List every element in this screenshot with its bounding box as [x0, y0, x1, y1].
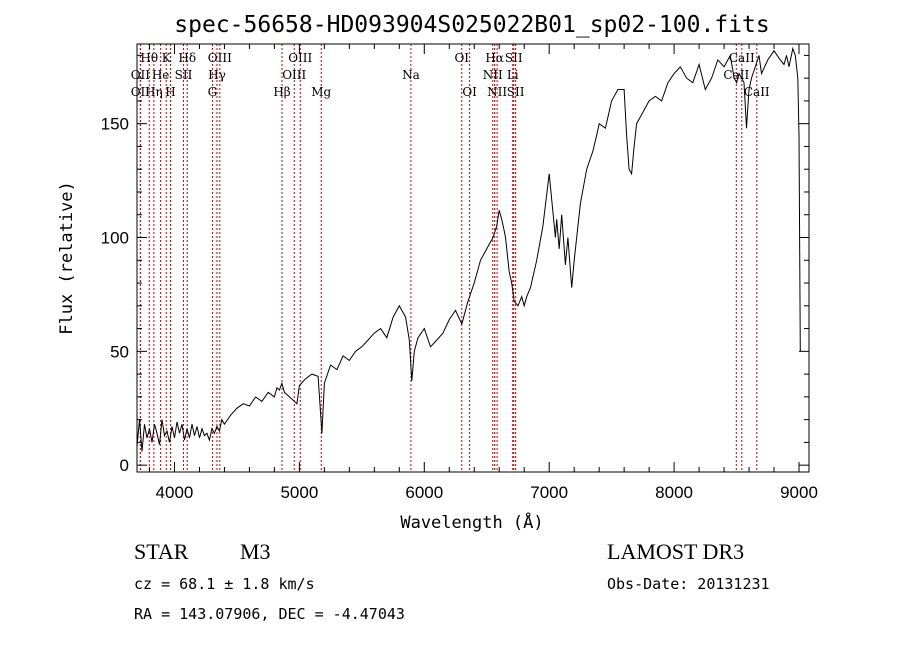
coordinates: RA = 143.07906, DEC = -4.47043	[134, 605, 405, 623]
line-label-21: Hα	[485, 51, 504, 65]
observation-date: Obs-Date: 20131231	[607, 575, 770, 593]
line-label-24: SII	[507, 85, 525, 99]
line-label-13: OIII	[282, 68, 306, 82]
x-tick-label-3: 7000	[530, 483, 568, 502]
line-label-26: CaII	[729, 51, 755, 65]
line-label-6: H	[165, 85, 175, 99]
y-axis-ticks: 0 50 100 150	[101, 54, 809, 475]
line-label-7: SII	[175, 68, 193, 82]
line-label-23: Li	[507, 68, 519, 82]
x-tick-label-2: 6000	[405, 483, 443, 502]
line-label-9: OIII	[208, 51, 232, 65]
line-label-3: Hη	[145, 85, 163, 99]
object-class: STAR	[134, 539, 189, 564]
y-tick-label-2: 100	[101, 229, 129, 248]
line-label-1: OII	[131, 68, 151, 82]
line-label-18: OI	[462, 85, 477, 99]
x-tick-label-4: 8000	[655, 483, 693, 502]
line-label-19: NII	[483, 68, 503, 82]
x-axis-ticks: 4000 5000 6000 7000 8000 9000	[148, 44, 818, 502]
redshift-velocity: cz = 68.1 ± 1.8 km/s	[134, 575, 315, 593]
chart-title: spec-56658-HD093904S025022B01_sp02-100.f…	[174, 12, 769, 38]
line-label-8: Hδ	[178, 51, 196, 65]
spectral-line-markers	[139, 44, 758, 472]
line-label-25: CaII	[723, 68, 749, 82]
x-tick-label-5: 9000	[780, 483, 818, 502]
line-label-17: OI	[454, 51, 469, 65]
plot-frame	[136, 43, 810, 473]
line-label-27: CaII	[744, 85, 770, 99]
line-label-10: Hγ	[208, 68, 226, 82]
line-label-15: Mg	[311, 85, 331, 99]
y-tick-label-3: 150	[101, 115, 129, 134]
line-label-4: He	[152, 68, 170, 82]
y-tick-label-0: 0	[120, 456, 129, 475]
object-subclass: M3	[240, 539, 271, 564]
line-label-20: NII	[487, 85, 507, 99]
line-label-5: K	[162, 51, 172, 65]
line-label-0: Hθ	[140, 51, 158, 65]
line-label-12: Hβ	[273, 85, 290, 99]
line-label-2: OII	[131, 85, 151, 99]
line-label-22: SII	[505, 51, 523, 65]
survey-name: LAMOST DR3	[607, 539, 744, 564]
y-tick-label-1: 50	[110, 342, 129, 361]
line-label-14: OIII	[288, 51, 312, 65]
x-tick-label-1: 5000	[280, 483, 318, 502]
spectrum-line	[136, 46, 801, 452]
x-tick-label-0: 4000	[156, 483, 194, 502]
x-axis-label: Wavelength (Å)	[400, 511, 543, 533]
line-label-16: Na	[402, 68, 420, 82]
line-label-11: G	[208, 85, 218, 99]
y-axis-label: Flux (relative)	[57, 181, 77, 335]
